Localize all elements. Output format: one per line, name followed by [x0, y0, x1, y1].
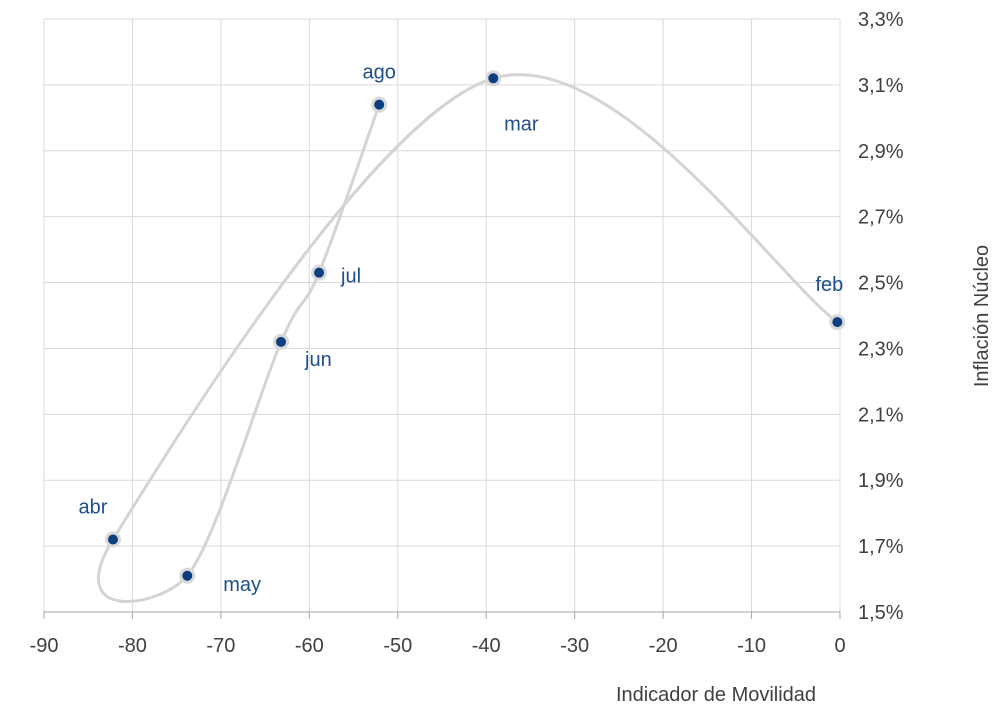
- point-label-may: may: [223, 574, 261, 596]
- x-tick-label: -40: [472, 635, 501, 657]
- point-labels: feb mar abr may jun jul ago: [79, 62, 844, 596]
- point-label-abr: abr: [79, 497, 108, 519]
- x-tick-label: -90: [30, 635, 59, 657]
- point-label-ago: ago: [363, 62, 396, 84]
- x-tick-label: -60: [295, 635, 324, 657]
- grid: [43, 18, 841, 619]
- y-tick-label: 3,1%: [858, 75, 904, 97]
- x-tick-label: -50: [383, 635, 412, 657]
- y-tick-label: 2,5%: [858, 273, 904, 295]
- point-marker-mar: [485, 70, 502, 87]
- y-tick-label: 1,7%: [858, 536, 904, 558]
- x-tick-label: -80: [118, 635, 147, 657]
- point-marker-abr: [104, 531, 121, 548]
- x-axis-title: Indicador de Movilidad: [616, 684, 816, 706]
- x-axis-ticks: -90 -80 -70 -60 -50 -40 -30 -20 -10 0: [30, 635, 846, 657]
- point-label-mar: mar: [504, 113, 539, 135]
- point-label-jul: jul: [340, 266, 361, 288]
- point-label-jun: jun: [304, 349, 332, 371]
- series-line: [97, 73, 839, 603]
- y-tick-label: 2,1%: [858, 404, 904, 426]
- y-tick-label: 1,5%: [858, 602, 904, 624]
- y-axis-title: Inflación Núcleo: [971, 245, 993, 387]
- y-tick-label: 3,3%: [858, 9, 904, 31]
- y-tick-label: 1,9%: [858, 470, 904, 492]
- point-marker-ago: [371, 96, 388, 113]
- y-tick-label: 2,9%: [858, 141, 904, 163]
- x-tick-label: -30: [560, 635, 589, 657]
- x-tick-label: -70: [206, 635, 235, 657]
- y-tick-label: 2,7%: [858, 207, 904, 229]
- x-tick-label: 0: [834, 635, 845, 657]
- markers: [104, 70, 846, 584]
- point-marker-feb: [829, 314, 846, 331]
- x-tick-label: -20: [649, 635, 678, 657]
- x-tick-label: -10: [737, 635, 766, 657]
- point-marker-jul: [311, 264, 328, 281]
- point-label-feb: feb: [815, 274, 843, 296]
- point-marker-jun: [273, 333, 290, 350]
- y-tick-label: 2,3%: [858, 338, 904, 360]
- point-marker-may: [179, 567, 196, 584]
- y-axis-ticks: 1,5% 1,7% 1,9% 2,1% 2,3% 2,5% 2,7% 2,9% 3,1% 3,3%: [858, 9, 904, 624]
